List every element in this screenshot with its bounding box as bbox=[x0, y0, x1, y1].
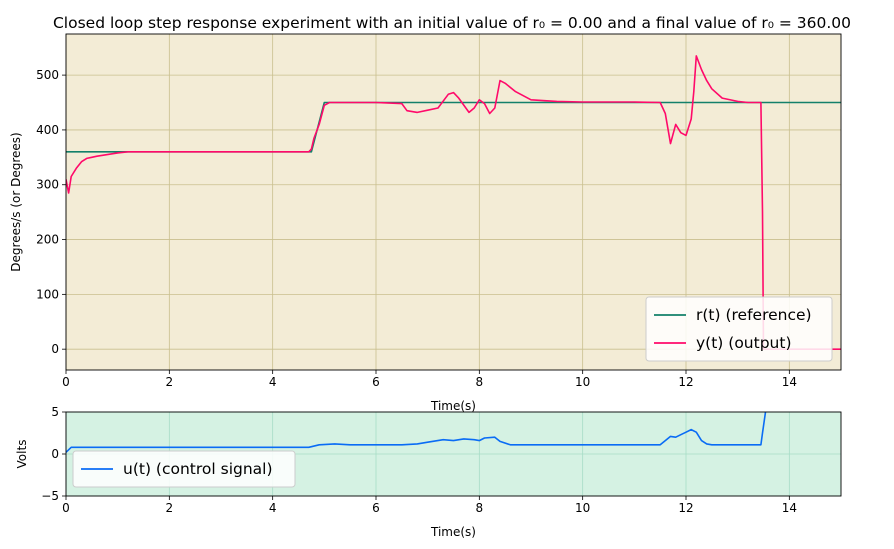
y-tick-label: 400 bbox=[36, 123, 59, 137]
legend-box bbox=[72, 450, 296, 488]
x-tick-label: 8 bbox=[476, 375, 484, 389]
legend-label: u(t) (control signal) bbox=[123, 460, 273, 478]
y-tick-label: 5 bbox=[51, 405, 59, 419]
axes-frame bbox=[65, 33, 842, 371]
y-tick-label: 0 bbox=[51, 342, 59, 356]
chart-title: Closed loop step response experiment wit… bbox=[53, 14, 851, 32]
x-tick-label: 0 bbox=[62, 375, 70, 389]
y-tick-label: 100 bbox=[36, 287, 59, 301]
x-tick-label: 12 bbox=[678, 501, 693, 515]
x-tick-label: 2 bbox=[166, 501, 174, 515]
y-tick-label: 500 bbox=[36, 68, 59, 82]
legend-label: y(t) (output) bbox=[696, 334, 792, 352]
x-tick-label: 6 bbox=[372, 375, 380, 389]
series-line-1 bbox=[66, 412, 767, 453]
x-tick-label: 4 bbox=[269, 375, 277, 389]
y-tick-label: 300 bbox=[36, 178, 59, 192]
y-tick-label: 0 bbox=[51, 447, 59, 461]
legend-label: r(t) (reference) bbox=[696, 306, 812, 324]
x-tick-label: 4 bbox=[269, 501, 277, 515]
top-chart: 0 2 4 6 8 10 12 14 0 100 200 300 400 500 Time(s) Degree… bbox=[9, 33, 842, 413]
y-tick-label: −5 bbox=[41, 489, 59, 503]
x-tick-label: 6 bbox=[372, 501, 380, 515]
x-axis-label: Time(s) bbox=[430, 525, 476, 539]
y-axis-label: Degrees/s (or Degrees) bbox=[9, 132, 23, 271]
x-tick-label: 0 bbox=[62, 501, 70, 515]
x-tick-label: 12 bbox=[678, 375, 693, 389]
y-axis-label: Volts bbox=[15, 440, 29, 469]
x-tick-label: 8 bbox=[476, 501, 484, 515]
x-tick-label: 10 bbox=[575, 501, 590, 515]
legend-box bbox=[645, 296, 833, 362]
x-tick-label: 14 bbox=[782, 375, 797, 389]
y-tick-label: 200 bbox=[36, 233, 59, 247]
x-tick-label: 14 bbox=[782, 501, 797, 515]
x-axis-label: Time(s) bbox=[430, 399, 476, 413]
x-tick-label: 10 bbox=[575, 375, 590, 389]
series-line-2 bbox=[66, 55, 841, 351]
x-tick-label: 2 bbox=[166, 375, 174, 389]
